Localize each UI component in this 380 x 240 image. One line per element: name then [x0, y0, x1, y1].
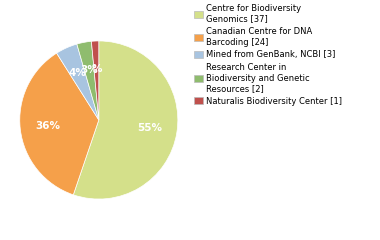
Wedge shape [92, 41, 99, 120]
Text: %: % [91, 64, 101, 74]
Wedge shape [57, 44, 99, 120]
Text: 55%: 55% [137, 123, 162, 133]
Legend: Centre for Biodiversity
Genomics [37], Canadian Centre for DNA
Barcoding [24], M: Centre for Biodiversity Genomics [37], C… [194, 4, 342, 106]
Wedge shape [77, 41, 99, 120]
Text: 4%: 4% [69, 68, 87, 78]
Text: 36%: 36% [35, 121, 60, 131]
Wedge shape [20, 53, 99, 195]
Wedge shape [73, 41, 178, 199]
Text: 3%: 3% [80, 65, 98, 75]
